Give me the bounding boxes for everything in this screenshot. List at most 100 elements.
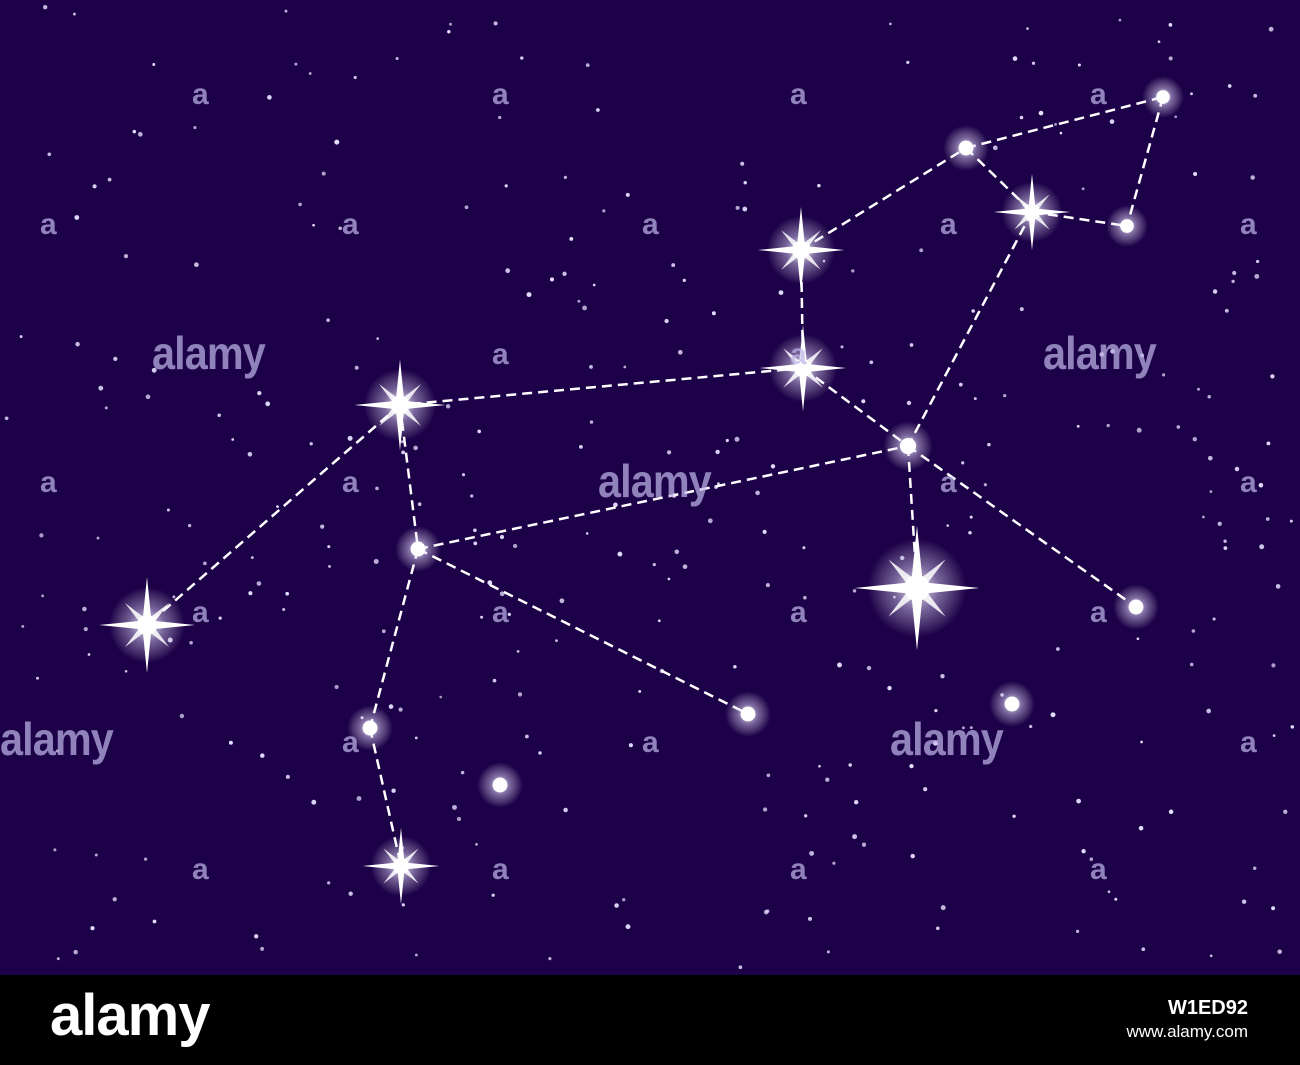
background-star (906, 400, 912, 406)
background-star (1059, 131, 1063, 135)
background-star (778, 290, 784, 296)
background-star (151, 367, 157, 373)
background-star (1140, 740, 1143, 744)
watermark-letter: a (342, 208, 359, 241)
background-star (203, 561, 207, 566)
constellation-star (354, 359, 446, 451)
background-star (562, 271, 567, 276)
background-star (1075, 929, 1080, 934)
background-star (674, 549, 680, 555)
constellation-line (907, 444, 1137, 609)
background-star (1019, 115, 1024, 120)
background-star (762, 529, 767, 534)
background-star (256, 581, 262, 586)
background-star (1076, 424, 1080, 428)
watermark-letter: a (790, 338, 807, 371)
background-star (166, 508, 170, 512)
background-star (375, 486, 379, 491)
constellation-line (965, 95, 1164, 150)
background-star (381, 629, 386, 634)
footer-info: W1ED92 www.alamy.com (1126, 995, 1248, 1043)
background-star (1223, 546, 1228, 550)
background-star (946, 524, 950, 527)
background-star (667, 577, 671, 581)
constellation-star (395, 526, 441, 572)
background-star (334, 139, 340, 145)
footer-logo: alamy (50, 983, 210, 1048)
constellation-star (1106, 205, 1148, 247)
background-star (445, 404, 451, 409)
background-star (613, 502, 618, 508)
background-star (803, 595, 807, 600)
background-star (1283, 809, 1288, 814)
background-star (96, 536, 100, 540)
background-star (652, 562, 656, 567)
background-star (83, 627, 88, 632)
background-star (1141, 947, 1146, 951)
background-star (743, 180, 747, 185)
background-star (473, 541, 478, 546)
background-star (582, 305, 588, 311)
background-star (43, 5, 48, 10)
background-star (1176, 425, 1181, 429)
background-star (461, 473, 466, 477)
watermark-letter: a (940, 208, 957, 241)
background-star (638, 689, 642, 693)
background-star (1206, 708, 1212, 714)
background-star (276, 505, 279, 508)
background-star (804, 814, 808, 818)
background-star (735, 205, 740, 210)
constellation-star (1142, 76, 1184, 118)
background-star (308, 72, 312, 75)
background-star (958, 382, 963, 387)
background-star (589, 420, 594, 424)
background-star (311, 799, 317, 805)
background-star (869, 360, 874, 365)
background-star (254, 934, 259, 939)
background-star (475, 843, 478, 846)
background-star (1174, 115, 1178, 119)
watermark-letter: a (790, 596, 807, 629)
background-star (498, 115, 502, 120)
background-star (144, 857, 148, 861)
background-star (388, 704, 394, 709)
background-star (1234, 466, 1240, 472)
background-star (218, 616, 222, 620)
constellation-star (883, 421, 933, 471)
background-star (602, 209, 606, 213)
background-star (940, 674, 945, 679)
background-star (677, 349, 683, 355)
watermark-letter: a (1240, 466, 1257, 499)
background-star (401, 450, 405, 455)
background-star (1209, 490, 1213, 493)
background-star (1202, 515, 1205, 519)
background-star (923, 787, 928, 792)
constellation-star (943, 125, 989, 171)
background-star (194, 262, 199, 268)
background-star (447, 30, 451, 34)
background-star (1003, 393, 1007, 398)
watermark-letter: a (1240, 726, 1257, 759)
background-star (298, 202, 302, 207)
background-star (969, 726, 973, 730)
watermark-letter: a (492, 853, 509, 886)
background-star (715, 449, 720, 455)
watermark-letter: a (940, 466, 957, 499)
background-star (492, 678, 497, 683)
background-star (327, 545, 331, 549)
background-star (145, 394, 151, 400)
background-star (55, 749, 59, 753)
background-star (267, 95, 272, 100)
background-star (1089, 857, 1094, 861)
background-star (1207, 395, 1211, 399)
background-star (395, 56, 399, 61)
background-star (1197, 387, 1200, 391)
background-star (217, 413, 221, 418)
watermark-letter: a (1090, 78, 1107, 111)
background-star (740, 161, 745, 166)
background-star (152, 919, 157, 924)
watermark-letter: a (1090, 853, 1107, 886)
constellation-star (989, 681, 1035, 727)
background-star (725, 438, 729, 443)
background-star (1109, 119, 1115, 124)
